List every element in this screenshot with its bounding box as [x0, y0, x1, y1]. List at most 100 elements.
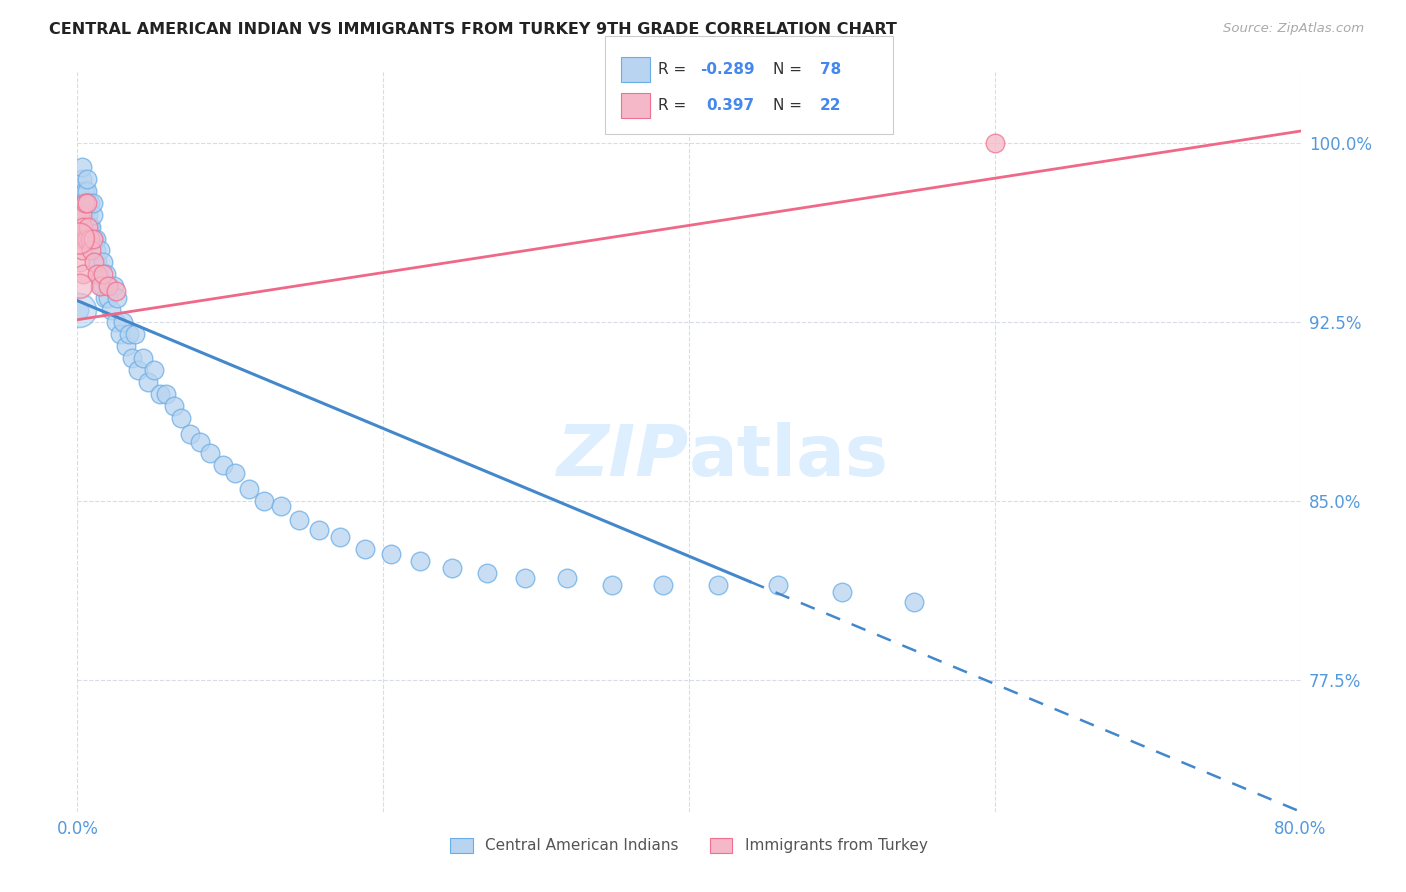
- Point: [76, 184, 98, 198]
- Point: [84, 231, 107, 245]
- Point: [224, 466, 246, 480]
- Point: [515, 571, 537, 585]
- Point: [77, 208, 100, 222]
- Text: -0.289: -0.289: [700, 62, 755, 77]
- Text: 22: 22: [820, 98, 841, 112]
- Point: [115, 339, 138, 353]
- Point: [98, 279, 121, 293]
- Point: [132, 351, 155, 365]
- Point: [112, 315, 135, 329]
- Point: [100, 303, 122, 318]
- Point: [70, 244, 93, 258]
- Point: [121, 351, 143, 365]
- Point: [80, 244, 103, 258]
- Point: [72, 195, 94, 210]
- Point: [67, 303, 90, 318]
- Point: [127, 363, 149, 377]
- Point: [73, 195, 96, 210]
- Point: [329, 530, 352, 544]
- Point: [142, 363, 165, 377]
- Point: [79, 219, 101, 234]
- Point: [707, 578, 730, 592]
- Point: [69, 255, 91, 269]
- Point: [652, 578, 675, 592]
- Point: [253, 494, 276, 508]
- Point: [155, 386, 177, 401]
- Point: [200, 446, 222, 460]
- Point: [188, 434, 211, 449]
- Point: [555, 571, 578, 585]
- Text: atlas: atlas: [689, 422, 889, 491]
- Point: [86, 268, 108, 282]
- Point: [79, 195, 101, 210]
- Point: [105, 291, 128, 305]
- Text: CENTRAL AMERICAN INDIAN VS IMMIGRANTS FROM TURKEY 9TH GRADE CORRELATION CHART: CENTRAL AMERICAN INDIAN VS IMMIGRANTS FR…: [49, 22, 897, 37]
- Point: [70, 208, 93, 222]
- Point: [149, 386, 172, 401]
- Point: [89, 244, 111, 258]
- Point: [76, 195, 98, 210]
- Point: [103, 279, 125, 293]
- Point: [89, 279, 111, 293]
- Point: [766, 578, 789, 592]
- Text: R =: R =: [658, 62, 692, 77]
- Point: [380, 547, 402, 561]
- Text: 0.397: 0.397: [706, 98, 754, 112]
- Point: [108, 327, 131, 342]
- Text: Source: ZipAtlas.com: Source: ZipAtlas.com: [1223, 22, 1364, 36]
- Point: [86, 255, 108, 269]
- Point: [163, 399, 186, 413]
- Text: 78: 78: [820, 62, 841, 77]
- Text: R =: R =: [658, 98, 696, 112]
- Text: ZIP: ZIP: [557, 422, 689, 491]
- Point: [83, 255, 105, 269]
- Text: N =: N =: [773, 62, 807, 77]
- Point: [72, 219, 94, 234]
- Point: [69, 195, 91, 210]
- Point: [80, 231, 103, 245]
- Point: [82, 208, 104, 222]
- Point: [94, 291, 117, 305]
- Point: [475, 566, 498, 580]
- Point: [76, 195, 98, 210]
- Point: [409, 554, 432, 568]
- Point: [179, 427, 201, 442]
- Point: [831, 585, 853, 599]
- Point: [77, 219, 100, 234]
- Point: [79, 231, 101, 245]
- Point: [104, 315, 127, 329]
- Point: [353, 541, 375, 556]
- Point: [602, 578, 624, 592]
- Point: [70, 171, 93, 186]
- Point: [80, 219, 103, 234]
- Point: [118, 327, 141, 342]
- Point: [903, 594, 925, 608]
- Point: [96, 268, 118, 282]
- Point: [73, 208, 96, 222]
- Point: [73, 195, 96, 210]
- Point: [67, 303, 90, 318]
- Point: [984, 136, 1007, 150]
- Point: [104, 284, 127, 298]
- Point: [91, 255, 114, 269]
- Point: [70, 208, 93, 222]
- Point: [90, 279, 112, 293]
- Point: [170, 410, 193, 425]
- Point: [69, 208, 91, 222]
- Point: [69, 231, 91, 245]
- Point: [97, 291, 120, 305]
- Point: [238, 483, 260, 497]
- Point: [77, 219, 100, 234]
- Point: [67, 184, 90, 198]
- Point: [440, 561, 463, 575]
- Point: [87, 268, 110, 282]
- Point: [270, 499, 292, 513]
- Point: [136, 375, 159, 389]
- Point: [211, 458, 233, 473]
- Point: [69, 279, 91, 293]
- Point: [72, 268, 94, 282]
- Point: [82, 231, 104, 245]
- Point: [82, 195, 104, 210]
- Point: [72, 219, 94, 234]
- Point: [308, 523, 330, 537]
